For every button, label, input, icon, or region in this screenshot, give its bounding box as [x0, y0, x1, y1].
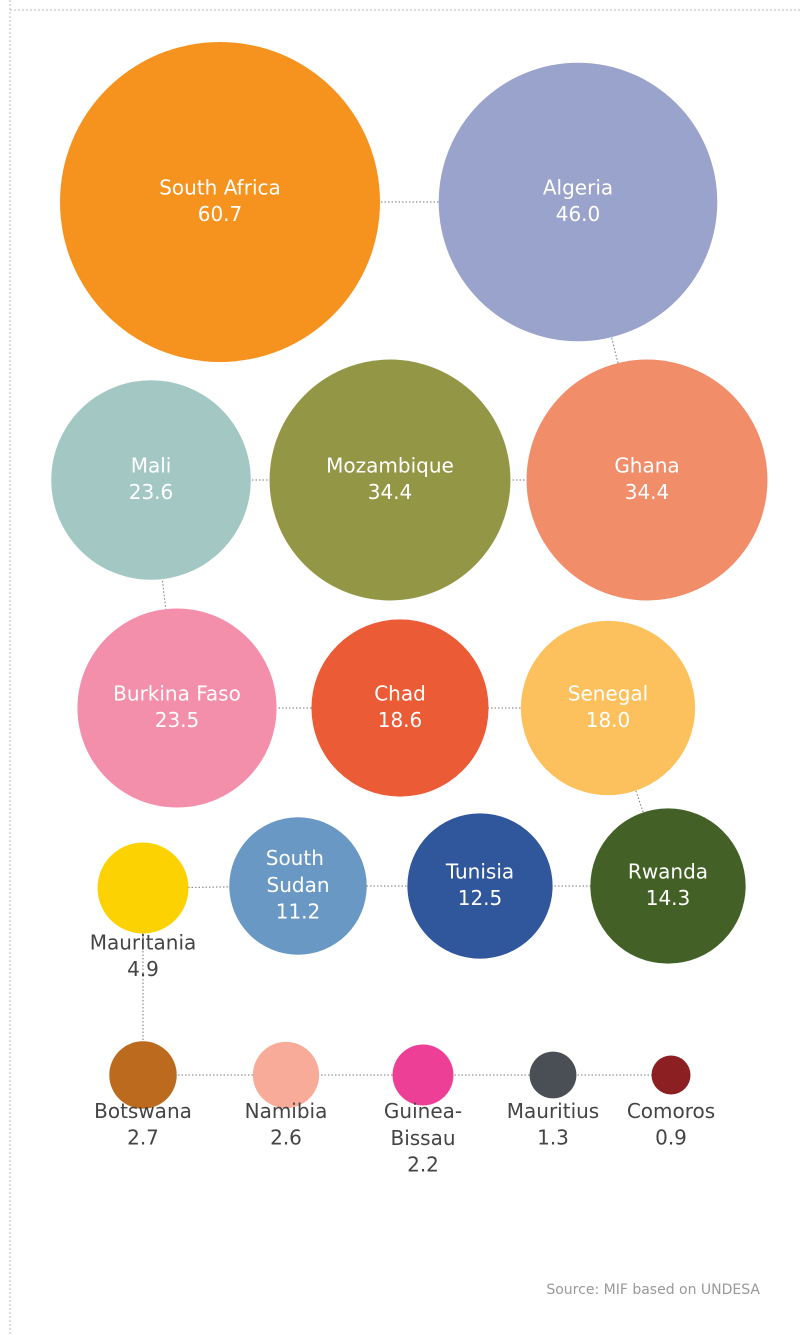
bubbles: South Africa 60.7 Algeria 46.0 Ghana 34.4 Moza…: [51, 42, 768, 1177]
value-label: 2.2: [407, 1153, 439, 1177]
bubble: [520, 620, 696, 796]
bubble-label: Mali: [131, 453, 172, 477]
value-label: 46.0: [556, 202, 601, 226]
bubble-label: Tunisia: [445, 859, 514, 883]
value-label: 2.6: [270, 1126, 302, 1150]
bubble: [269, 359, 511, 601]
value-label: 1.3: [537, 1126, 569, 1150]
bubble: [651, 1055, 691, 1095]
bubble-label: Algeria: [543, 175, 613, 199]
bubble: [526, 359, 768, 601]
bubble: [51, 380, 251, 580]
bubble: [392, 1044, 454, 1106]
bubble-label: Mauritania: [90, 930, 197, 954]
bubble: [109, 1041, 177, 1109]
bubble: [77, 608, 277, 808]
value-label: 0.9: [655, 1126, 687, 1150]
bubble: [529, 1051, 577, 1099]
value-label: 60.7: [198, 202, 243, 226]
value-label: 34.4: [625, 480, 670, 504]
value-label: 11.2: [276, 900, 321, 924]
bubble-label: Guinea-Bissau: [384, 1099, 462, 1150]
value-label: 23.5: [155, 708, 200, 732]
value-label: 23.6: [129, 480, 174, 504]
value-label: 34.4: [368, 480, 413, 504]
bubble: [590, 808, 746, 964]
value-label: 4.9: [127, 957, 159, 981]
bubble-label: Burkina Faso: [113, 681, 241, 705]
source: Source: MIF based on UNDESA: [546, 1282, 760, 1298]
bubble: [438, 62, 718, 342]
value-label: 2.7: [127, 1126, 159, 1150]
bubble-label: South Sudan: [266, 846, 330, 897]
bubble-label: Rwanda: [628, 859, 708, 883]
bubble: [311, 619, 489, 797]
bubble-label: Chad: [374, 681, 426, 705]
bubble: [229, 817, 367, 955]
bubble-label: Ghana: [614, 453, 679, 477]
bubble-label: Senegal: [568, 681, 649, 705]
bubble: [60, 42, 380, 362]
value-label: 18.6: [378, 708, 423, 732]
bubble-label: Botswana: [94, 1099, 192, 1123]
value-label: 12.5: [458, 886, 503, 910]
bubble-label: South Africa: [159, 175, 281, 199]
bubble-label: Mauritius: [507, 1099, 599, 1123]
bubble-label: Comoros: [627, 1099, 715, 1123]
value-label: 14.3: [646, 886, 691, 910]
bubble: [97, 842, 189, 934]
value-label: 18.0: [586, 708, 631, 732]
bubble: [252, 1041, 320, 1109]
bubble: [407, 813, 553, 959]
bubble-label: Mozambique: [326, 453, 454, 477]
bubble-label: Namibia: [245, 1099, 328, 1123]
